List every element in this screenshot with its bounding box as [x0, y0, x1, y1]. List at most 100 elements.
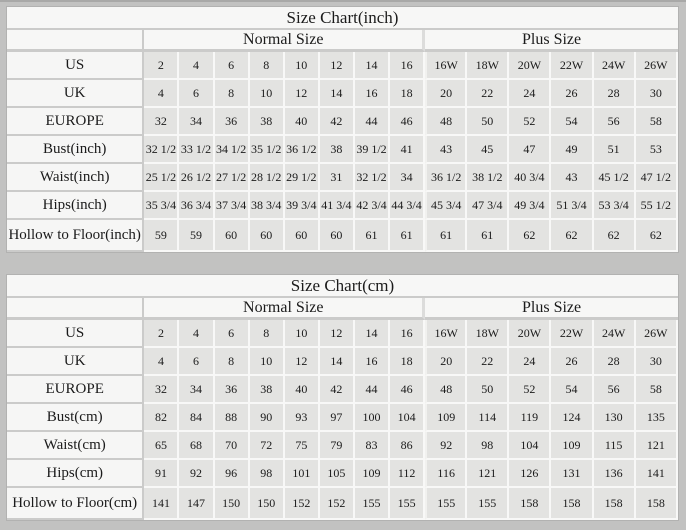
size-cell: 49 3/4 [509, 192, 552, 220]
size-cell: 38 [249, 376, 285, 404]
table-title: Size Chart(cm) [7, 275, 678, 298]
table-row: Bust(cm) 82 84 88 90 93 97 100 104 109 114 119 124 13… [7, 404, 678, 432]
size-cell: 16W [425, 320, 468, 348]
size-cell: 75 [284, 432, 320, 460]
corner-cell [7, 298, 145, 320]
table-row: UK 4 6 8 10 12 14 16 18 20 22 24 26 28 30 [7, 80, 678, 108]
size-cell: 43 [551, 164, 594, 192]
size-cell: 83 [354, 432, 391, 460]
size-cell: 52 [509, 108, 552, 136]
size-cell: 119 [509, 404, 552, 432]
size-cell: 130 [593, 404, 636, 432]
size-cell: 54 [551, 108, 594, 136]
size-cell: 50 [467, 108, 510, 136]
size-cell: 62 [551, 220, 594, 252]
size-cell: 114 [467, 404, 510, 432]
size-cell: 34 [179, 108, 215, 136]
row-label: Hollow to Floor(inch) [7, 220, 145, 252]
size-cell: 14 [354, 320, 391, 348]
size-cell: 53 3/4 [593, 192, 636, 220]
size-cell: 20 [425, 80, 468, 108]
table-title: Size Chart(inch) [7, 7, 678, 30]
size-cell: 20W [509, 320, 552, 348]
size-cell: 18W [467, 52, 510, 80]
size-cell: 10 [284, 320, 320, 348]
size-cell: 91 [144, 460, 180, 488]
size-cell: 115 [593, 432, 636, 460]
size-cell: 58 [635, 108, 678, 136]
size-cell: 40 [284, 108, 320, 136]
size-cell: 55 1/2 [635, 192, 678, 220]
row-label: Hips(inch) [7, 192, 145, 220]
size-cell: 100 [354, 404, 391, 432]
row-label: Waist(inch) [7, 164, 145, 192]
size-cell: 42 [319, 108, 355, 136]
size-cell: 4 [144, 348, 180, 376]
size-cell: 135 [635, 404, 678, 432]
size-cell: 38 [319, 136, 355, 164]
size-cell: 6 [214, 52, 250, 80]
size-cell: 93 [284, 404, 320, 432]
row-label: UK [7, 80, 145, 108]
size-cell: 32 [144, 108, 180, 136]
size-cell: 141 [635, 460, 678, 488]
size-chart-inch-section: Size Chart(inch) Normal Size Plus Size US 2 4… [6, 2, 686, 253]
table-row: Waist(cm) 65 68 70 72 75 79 83 86 92 98 104 109 115 12… [7, 432, 678, 460]
size-cell: 16 [390, 320, 426, 348]
size-cell: 28 [593, 80, 636, 108]
size-cell: 84 [179, 404, 215, 432]
size-cell: 30 [635, 348, 678, 376]
table-row: Hollow to Floor(cm) 141 147 150 150 152 152 155… [7, 488, 678, 520]
row-label: UK [7, 348, 145, 376]
size-cell: 47 [509, 136, 552, 164]
size-cell: 22W [551, 320, 594, 348]
size-cell: 36 1/2 [425, 164, 468, 192]
size-cell: 62 [593, 220, 636, 252]
size-cell: 98 [249, 460, 285, 488]
size-cell: 152 [284, 488, 320, 520]
size-cell: 59 [144, 220, 180, 252]
size-cell: 126 [509, 460, 552, 488]
size-cell: 49 [551, 136, 594, 164]
size-cell: 39 1/2 [354, 136, 391, 164]
size-cell: 12 [284, 80, 320, 108]
size-cell: 22 [467, 348, 510, 376]
size-cell: 48 [425, 108, 468, 136]
size-cell: 51 [593, 136, 636, 164]
size-cell: 38 1/2 [467, 164, 510, 192]
size-cell: 12 [319, 52, 355, 80]
size-cell: 42 3/4 [354, 192, 391, 220]
size-cell: 16 [354, 348, 391, 376]
size-chart-cm-section: Size Chart(cm) Normal Size Plus Size US 2 4 6 8… [6, 253, 686, 521]
size-cell: 18 [390, 80, 426, 108]
size-cell: 28 [593, 348, 636, 376]
size-cell: 47 3/4 [467, 192, 510, 220]
size-cell: 37 3/4 [214, 192, 250, 220]
size-cell: 58 [635, 376, 678, 404]
size-cell: 56 [593, 108, 636, 136]
size-cell: 10 [284, 52, 320, 80]
table-row: US 2 4 6 8 10 12 14 16 16W 18W 20W 22W 24W 26W [7, 320, 678, 348]
size-cell: 41 3/4 [319, 192, 355, 220]
size-cell: 20 [425, 348, 468, 376]
size-chart-table: Size Chart(cm) Normal Size Plus Size US 2 4 6 8… [6, 274, 679, 521]
size-cell: 26 1/2 [179, 164, 215, 192]
size-cell: 22W [551, 52, 594, 80]
size-cell: 124 [551, 404, 594, 432]
size-cell: 44 [354, 376, 391, 404]
size-cell: 26W [635, 52, 678, 80]
size-cell: 68 [179, 432, 215, 460]
size-cell: 40 [284, 376, 320, 404]
table-row: EUROPE 32 34 36 38 40 42 44 46 48 50 52 54 56 58 [7, 376, 678, 404]
table-row: UK 4 6 8 10 12 14 16 18 20 22 24 26 28 30 [7, 348, 678, 376]
size-cell: 61 [390, 220, 426, 252]
size-cell: 79 [319, 432, 355, 460]
size-cell: 42 [319, 376, 355, 404]
size-cell: 136 [593, 460, 636, 488]
row-label: EUROPE [7, 108, 145, 136]
size-cell: 116 [425, 460, 468, 488]
size-cell: 2 [144, 52, 180, 80]
size-cell: 46 [390, 376, 426, 404]
size-cell: 96 [214, 460, 250, 488]
